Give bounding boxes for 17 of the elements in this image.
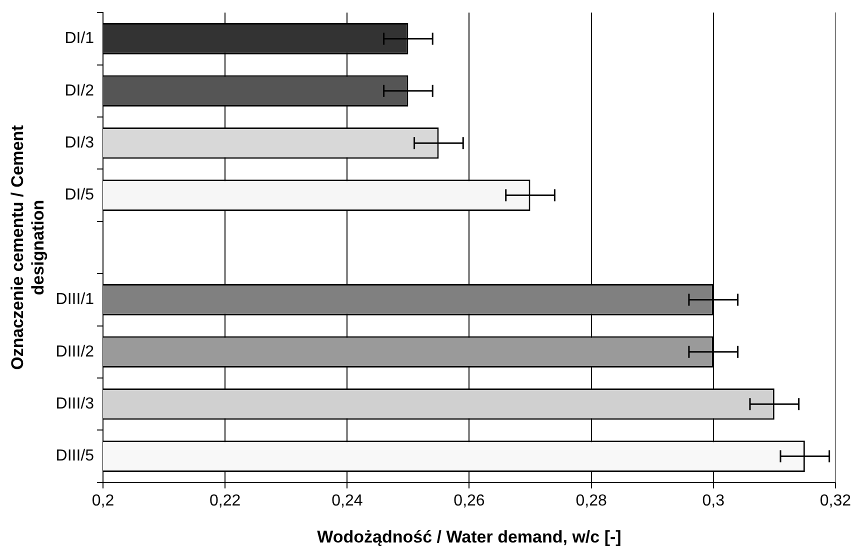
x-tick-label: 0,3 bbox=[702, 492, 725, 510]
x-axis-title: Wodożądność / Water demand, w/c [-] bbox=[317, 527, 622, 546]
y-tick-label: DIII/1 bbox=[56, 291, 94, 308]
y-tick-label: DI/3 bbox=[64, 134, 94, 152]
y-tick-label: DI/2 bbox=[64, 82, 94, 100]
x-tick-label: 0,22 bbox=[210, 492, 241, 510]
y-axis-title: Oznaczenie cementu / Cement designation bbox=[8, 124, 48, 370]
x-tick-label: 0,24 bbox=[332, 492, 363, 510]
y-tick-label: DIII/2 bbox=[56, 343, 94, 360]
x-tick-label: 0,26 bbox=[454, 492, 485, 510]
y-tick-label: DI/5 bbox=[64, 186, 94, 204]
x-tick-label: 0,2 bbox=[92, 492, 114, 510]
y-tick-label: DIII/5 bbox=[56, 448, 94, 465]
x-tick-label: 0,28 bbox=[576, 492, 607, 510]
y-tick-label: DIII/3 bbox=[56, 396, 94, 413]
x-tick-label: 0,32 bbox=[820, 492, 852, 510]
y-tick-label: DI/1 bbox=[64, 30, 94, 48]
